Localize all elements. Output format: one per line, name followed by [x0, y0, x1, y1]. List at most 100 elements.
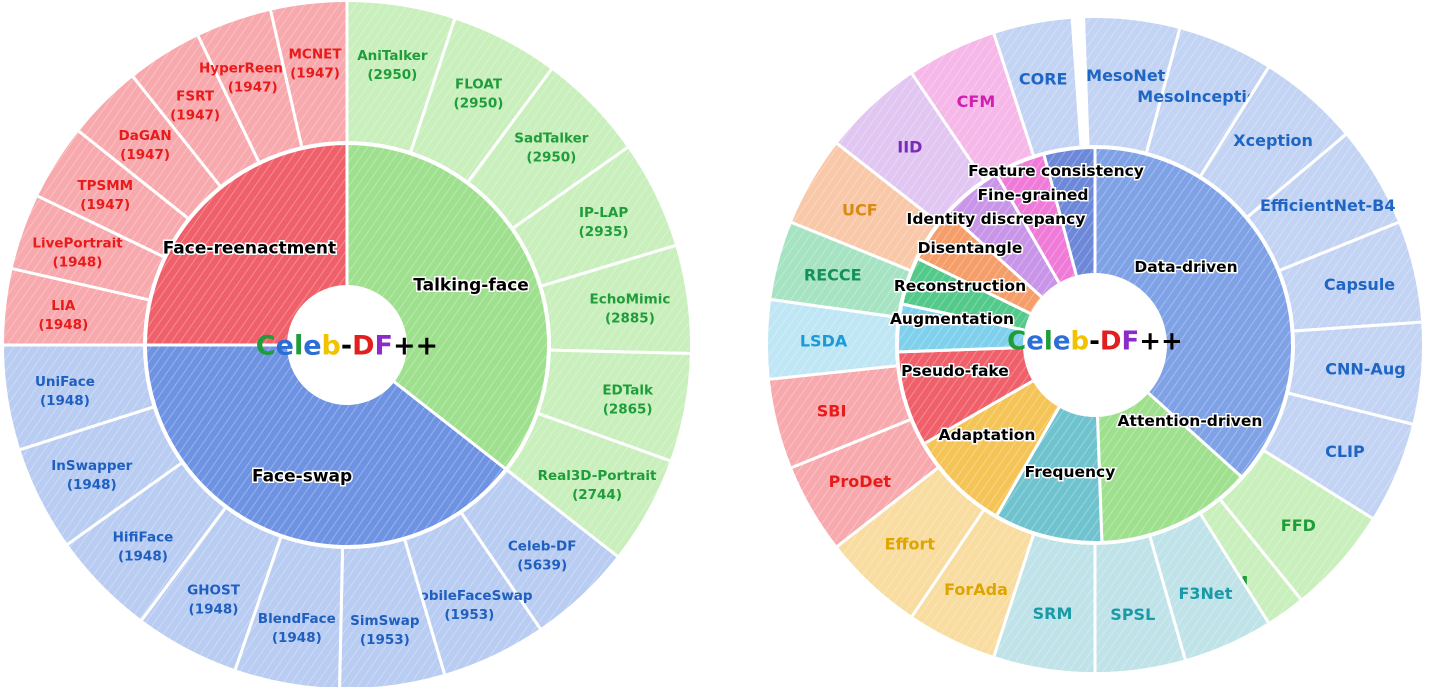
method-sector-spsl-texture — [1095, 537, 1186, 672]
method-sector-mesonet-separator-0 — [1082, 18, 1090, 146]
method-label-mcnet: MCNET (1947) — [288, 46, 342, 81]
right-wheel-hub — [1025, 275, 1165, 415]
category-sector-frequency-texture — [997, 407, 1102, 541]
method-count: (2950) — [454, 96, 504, 112]
method-sector-echomimic-separator-0 — [541, 244, 676, 288]
method-count: (2865) — [603, 401, 653, 417]
method-label-simswap: SimSwap (1953) — [350, 613, 420, 648]
method-sector-sbi-texture — [769, 365, 910, 468]
category-sector-reconstruction-texture — [903, 259, 1031, 331]
method-label-sadtalker: SadTalker (2950) — [514, 131, 588, 166]
method-label-anitalker: AniTalker (2950) — [357, 48, 428, 83]
method-label-effort: Effort — [885, 535, 936, 554]
method-sector-hififace-texture — [67, 463, 225, 620]
category-label-adaptation: Adaptation — [939, 426, 1036, 444]
method-sector-ffd-separator-0 — [1263, 449, 1374, 520]
method-sector-hififace-separator-0 — [140, 507, 227, 621]
method-sector-sbi-separator-0 — [791, 418, 911, 469]
method-sector-echomimic-texture — [542, 245, 690, 354]
center-title-char: ++ — [393, 331, 438, 362]
category-label-augmentation: Augmentation — [890, 310, 1014, 328]
method-sector-mesoinception-texture — [1146, 29, 1269, 176]
center-title-char: D — [352, 331, 374, 362]
method-count: (1947) — [80, 197, 130, 213]
category-sector-talking-face-texture — [347, 145, 547, 469]
method-sector-f3net-separator-0 — [1199, 513, 1270, 624]
category-label-data-driven: Data-driven — [1134, 258, 1237, 276]
method-name: HifiFace — [113, 530, 174, 546]
method-sector-spsl-separator-0 — [1148, 536, 1187, 660]
method-label-lia: LIA (1948) — [38, 298, 88, 333]
category-label-identity-discrepancy: Identity discrepancy — [907, 210, 1086, 228]
method-count: (1953) — [444, 607, 494, 623]
center-title: Celeb-DF++ — [256, 331, 438, 362]
method-sector-liveportrait-texture — [12, 196, 164, 300]
method-sector-prodet-separator-0 — [836, 466, 939, 548]
method-label-celeb-df: Celeb-DF (5639) — [508, 538, 577, 573]
method-name: LivePortrait — [32, 236, 123, 252]
method-label-echomimic: EchoMimic (2885) — [589, 292, 670, 327]
method-sector-core-separator-1 — [1070, 18, 1083, 146]
category-sector-reconstruction-separator-0 — [902, 302, 1025, 332]
method-sector-real3d-portrait-separator-0 — [538, 412, 671, 463]
category-sector-feature-consistency-texture — [1044, 149, 1095, 276]
method-sector-hyperreenact-texture — [198, 10, 302, 162]
category-label-face-swap: Face-swap — [252, 466, 352, 486]
method-sector-sadtalker-texture — [468, 69, 628, 228]
category-label-talking-face: Talking-face — [413, 276, 529, 296]
method-sector-celeb-df-texture — [461, 470, 618, 629]
method-sector-lsda-separator-0 — [769, 364, 897, 381]
method-sector-dagan-separator-0 — [77, 129, 189, 219]
method-sector-uniface-texture — [3, 345, 153, 450]
category-sector-face-swap-separator-0 — [393, 380, 506, 470]
method-sector-lia-texture — [4, 268, 149, 345]
method-sector-ucf-texture — [791, 143, 938, 271]
method-sector-cfm-separator-1 — [992, 33, 1035, 156]
method-sector-forada-separator-0 — [992, 534, 1035, 657]
category-sector-adaptation-texture — [925, 381, 1059, 515]
method-label-ip-lap: IP-LAP (2935) — [579, 205, 629, 240]
category-label-fine-grained: Fine-grained — [977, 186, 1088, 204]
method-name: FSRT — [176, 88, 215, 104]
method-sector-ffd-texture — [1220, 450, 1373, 600]
method-count: (1948) — [53, 255, 103, 271]
method-sector-recce-separator-0 — [770, 298, 898, 319]
method-name: LIA — [51, 298, 76, 314]
method-label-sbi: SBI — [817, 402, 847, 421]
method-name: MCNET — [288, 46, 342, 62]
method-sector-ip-lap-texture — [513, 147, 676, 286]
method-count: (1947) — [170, 107, 220, 123]
method-name: Celeb-DF — [508, 538, 577, 554]
category-sector-disentangle-separator-0 — [918, 257, 1031, 315]
category-sector-face-swap-texture — [147, 345, 505, 546]
method-sector-xception-texture — [1200, 67, 1346, 217]
center-title-char: C — [1007, 326, 1026, 356]
center-title-char: l — [294, 331, 303, 362]
method-sector-lsda-texture — [768, 299, 897, 380]
method-count: (1948) — [272, 630, 322, 646]
category-sector-identity-discrepancy-separator-0 — [948, 212, 1043, 298]
method-sector-mobilefaceswap-texture — [404, 513, 541, 674]
method-sector-iid-separator-0 — [836, 142, 939, 224]
left-wheel-hub — [289, 287, 405, 403]
method-count: (1948) — [67, 477, 117, 493]
method-name: EchoMimic — [589, 292, 670, 308]
method-label-liveportrait: LivePortrait (1948) — [32, 236, 123, 271]
method-name: AniTalker — [357, 48, 428, 64]
category-sector-face-reenactment-texture — [147, 145, 347, 345]
method-sector-core-texture — [993, 18, 1082, 155]
category-sector-disentangle-texture — [918, 213, 1042, 314]
method-sector-sadtalker-separator-0 — [467, 68, 553, 183]
center-title-char: - — [1089, 326, 1100, 356]
method-name: IP-LAP — [579, 205, 628, 221]
category-sector-attention-driven-separator-0 — [1147, 392, 1242, 478]
method-label-uniface: UniFace (1948) — [35, 374, 95, 409]
method-sector-float-separator-0 — [409, 18, 457, 152]
method-label-mobilefaceswap: MobileFaceSwap (1953) — [406, 588, 533, 623]
method-label-forada: ForAda — [944, 580, 1008, 599]
method-label-core: CORE — [1019, 69, 1068, 88]
method-sector-edtalk-texture — [539, 350, 690, 461]
method-sector-real3d-portrait-texture — [507, 413, 670, 557]
method-label-blendface: BlendFace (1948) — [258, 611, 336, 646]
